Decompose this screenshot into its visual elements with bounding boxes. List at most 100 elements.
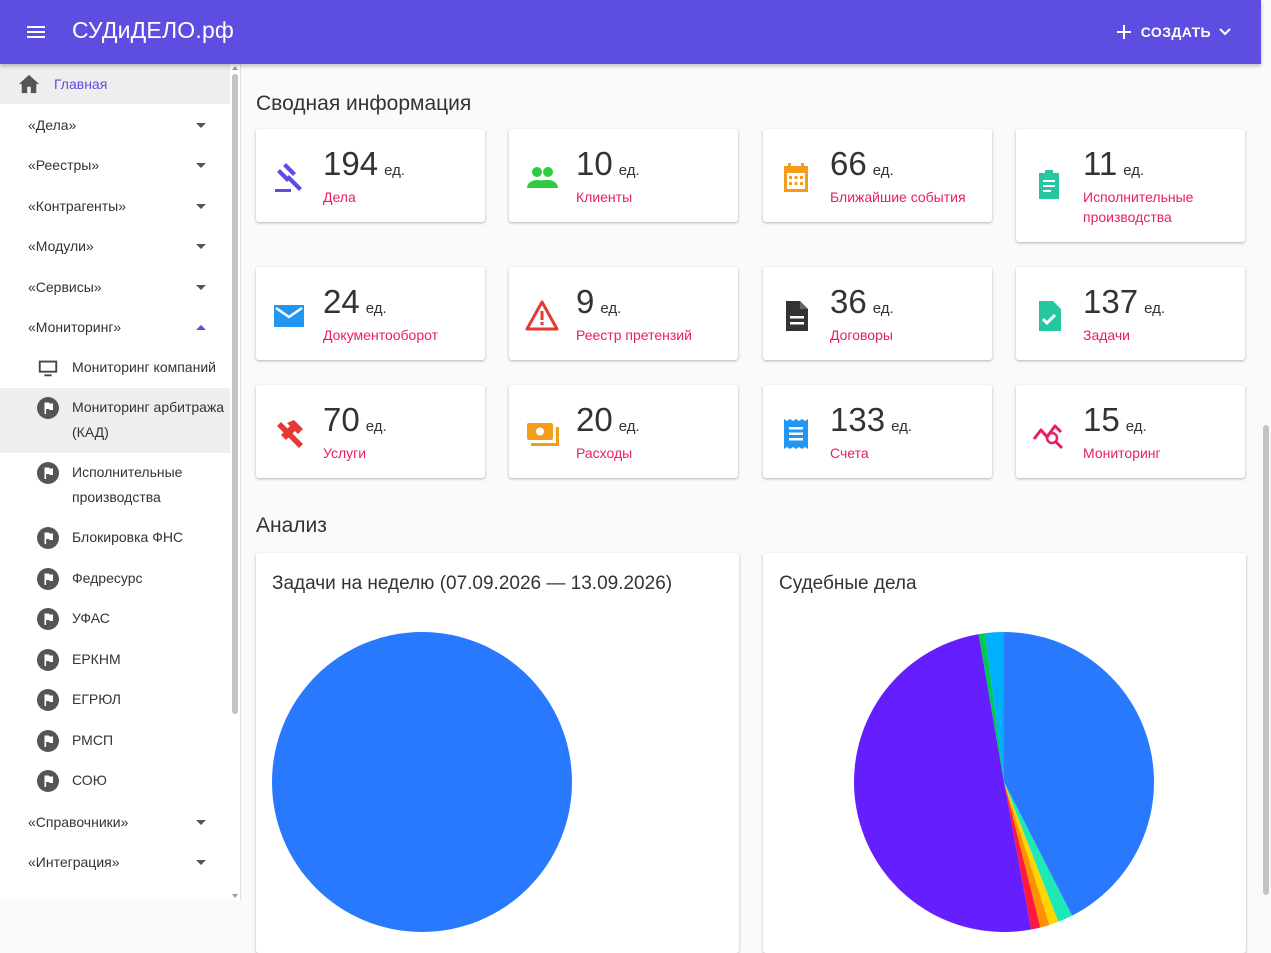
stat-card-cases[interactable]: 194 ед. Дела [256,129,485,222]
stat-card-tasks[interactable]: 137 ед. Задачи [1016,267,1245,360]
tools-icon [277,420,303,448]
create-button[interactable]: СОЗДАТЬ [1116,20,1231,44]
cases-chart-card: Судебные дела [763,553,1246,953]
sidebar: Главная «Дела» «Реестры» «Контрагенты» «… [0,64,241,900]
nav-item-arbitration-monitoring[interactable]: Мониторинг арбитража (КАД) [0,388,230,453]
nav-group-label: «Дела» [28,117,77,133]
stat-label: Дела [323,189,356,205]
analysis-title: Анализ [256,514,327,537]
stat-card-events[interactable]: 66 ед. Ближайшие события [763,129,992,222]
create-button-label: СОЗДАТЬ [1140,24,1211,40]
stat-value: 10 ед. [576,145,640,182]
stat-card-claims[interactable]: 9 ед. Реестр претензий [509,267,738,360]
nav-item-soyu[interactable]: СОЮ [0,761,230,801]
pie-slice-7[interactable] [985,632,1004,782]
nav-group-cases[interactable]: «Дела» [0,105,230,145]
tasks-pie-chart [272,632,572,932]
pie-slice-1[interactable] [1004,782,1073,922]
task-file-icon [1039,301,1061,331]
chevron-down-icon [1219,28,1231,36]
nav-home[interactable]: Главная [0,64,230,104]
chart-title: Задачи на неделю (07.09.2026 — 13.09.202… [272,573,673,594]
chart-title: Судебные дела [779,573,917,594]
monitor-icon [38,360,58,377]
document-icon [786,301,808,331]
nav-item-enforcement[interactable]: Исполнительные производства [0,453,230,518]
caret-down-icon [196,284,206,290]
scroll-down-arrow-icon[interactable] [232,894,238,898]
receipt-icon [784,419,808,449]
stat-card-expenses[interactable]: 20 ед. Расходы [509,385,738,478]
stat-label: Документооборот [323,327,439,343]
stat-label: Счета [830,445,869,461]
nav-group-label: «Реестры» [28,157,100,173]
sidebar-scrollbar-thumb[interactable] [232,74,238,714]
stat-label: Мониторинг [1083,445,1161,461]
nav-group-label: «Контрагенты» [28,198,127,214]
stat-card-invoices[interactable]: 133 ед. Счета [763,385,992,478]
nav-item-label: Федресурс [72,570,143,586]
nav-group-registries[interactable]: «Реестры» [0,145,230,185]
nav-item-erknm[interactable]: ЕРКНМ [0,640,230,680]
stat-card-services[interactable]: 70 ед. Услуги [256,385,485,478]
tasks-chart-card: Задачи на неделю (07.09.2026 — 13.09.202… [256,553,739,953]
nav-group-monitoring[interactable]: «Мониторинг» [0,307,230,347]
nav-item-egrul[interactable]: ЕГРЮЛ [0,680,230,720]
nav-group-references[interactable]: «Справочники» [0,802,230,842]
flag-icon [37,462,59,484]
nav-group-modules[interactable]: «Модули» [0,226,230,266]
caret-down-icon [196,819,206,825]
stat-card-clients[interactable]: 10 ед. Клиенты [509,129,738,222]
nav-item-label: ЕРКНМ [72,651,121,667]
monitoring-icon [1032,424,1064,450]
stat-label: Расходы [576,445,633,461]
home-icon [19,74,39,94]
stat-label: Задачи [1083,327,1131,343]
stat-label: Реестр претензий [576,327,692,343]
nav-item-fedresurs[interactable]: Федресурс [0,559,230,599]
caret-down-icon [196,122,206,128]
nav-item-label: Мониторинг арбитража (КАД) [72,399,225,440]
nav-home-label: Главная [54,76,108,92]
scroll-up-arrow-icon[interactable] [232,66,238,70]
money-icon [527,423,559,446]
stat-value: 24 ед. [323,283,387,320]
pie-slice-4[interactable] [1004,782,1041,930]
caret-down-icon [196,203,206,209]
flag-icon [37,649,59,671]
menu-icon[interactable] [24,20,48,44]
brand-title[interactable]: СУДиДЕЛО.рф [72,17,235,43]
stat-value: 66 ед. [830,145,894,182]
pie-slice-0[interactable] [1004,632,1154,916]
flag-icon [37,730,59,752]
pie-slice-6[interactable] [978,633,1004,782]
sidebar-scrollbar[interactable] [230,64,240,900]
nav-item-label: ЕГРЮЛ [72,691,121,707]
nav-group-integration[interactable]: «Интеграция» [0,842,230,882]
pie-slice-3[interactable] [1004,782,1050,928]
nav-group-contractors[interactable]: «Контрагенты» [0,186,230,226]
stat-value: 194 ед. [323,145,405,182]
caret-down-icon [196,859,206,865]
pie-slice-2[interactable] [1004,782,1059,925]
nav-group-services[interactable]: «Сервисы» [0,267,230,307]
nav-item-fns-block[interactable]: Блокировка ФНС [0,518,230,558]
nav-item-rmsp[interactable]: РМСП [0,721,230,761]
nav-group-label: «Справочники» [28,814,129,830]
nav-group-label: «Мониторинг» [28,319,122,335]
pie-slice-5[interactable] [854,634,1032,932]
nav-item-company-monitoring[interactable]: Мониторинг компаний [0,348,230,388]
stat-label: Исполнительные производства [1083,189,1194,225]
pie-slice-0[interactable] [272,632,572,932]
flag-icon [37,689,59,711]
nav-item-label: СОЮ [72,772,107,788]
stat-card-contracts[interactable]: 36 ед. Договоры [763,267,992,360]
nav-item-label: Блокировка ФНС [72,529,184,545]
stat-card-monitoring[interactable]: 15 ед. Мониторинг [1016,385,1245,478]
stat-card-enforcement[interactable]: 11 ед. Исполнительные производства [1016,129,1245,242]
nav-item-ufas[interactable]: УФАС [0,599,230,639]
page-scrollbar[interactable] [1261,0,1271,900]
stat-card-docflow[interactable]: 24 ед. Документооборот [256,267,485,360]
stat-value: 36 ед. [830,283,894,320]
page-scrollbar-thumb[interactable] [1263,425,1269,895]
